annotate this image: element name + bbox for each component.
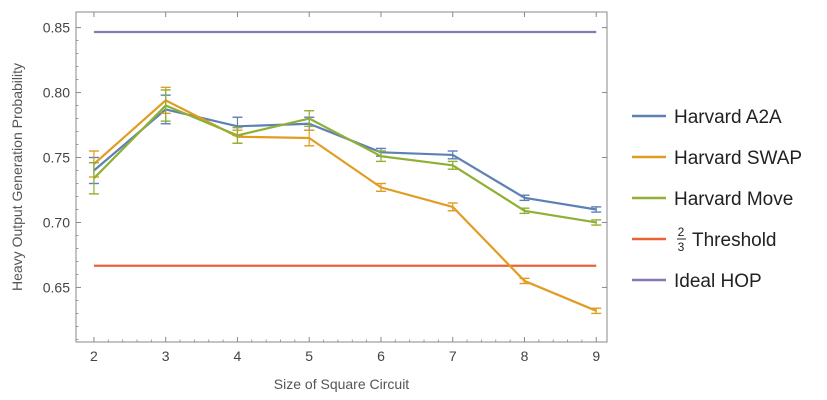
y-tick-label: 0.65 <box>43 279 70 295</box>
reference-lines <box>93 30 597 267</box>
error-bar <box>304 129 315 147</box>
legend-label: Harvard SWAP <box>674 148 802 169</box>
error-bar <box>375 150 386 163</box>
series-2 <box>88 89 602 226</box>
legend-item-4: Ideal HOP <box>632 271 762 292</box>
y-tick-label: 0.70 <box>43 214 70 230</box>
legend-label: Harvard A2A <box>674 107 782 128</box>
error-bar <box>519 194 530 202</box>
error-bar <box>447 150 458 160</box>
error-bar <box>447 160 458 170</box>
plot-border <box>75 11 608 343</box>
legend-label: Threshold <box>692 230 777 251</box>
series-line-1 <box>93 99 597 312</box>
error-bar <box>591 206 602 213</box>
legend-item-0: Harvard A2A <box>632 107 782 128</box>
series-line-2 <box>93 104 597 224</box>
error-bar <box>447 202 458 212</box>
error-bar <box>591 307 602 315</box>
y-tick-label: 0.80 <box>43 85 70 101</box>
x-tick-label: 2 <box>90 348 98 364</box>
legend: Harvard A2A Harvard SWAP Harvard Move 23 Thr… <box>632 107 802 292</box>
x-tick-label: 8 <box>521 348 529 364</box>
plot-frame <box>75 11 608 343</box>
x-tick-label: 4 <box>234 348 242 364</box>
x-tick-label: 5 <box>305 348 313 364</box>
y-tick-label: 0.75 <box>43 150 70 166</box>
legend-fraction-denominator: 3 <box>678 240 685 254</box>
legend-fraction-numerator: 2 <box>678 225 685 239</box>
error-bar <box>591 219 602 226</box>
y-axis-label: Heavy Output Generation Probability <box>9 63 25 291</box>
x-tick-label: 9 <box>592 348 600 364</box>
data-series <box>88 86 602 315</box>
legend-label: Ideal HOP <box>674 271 762 292</box>
x-tick-label: 3 <box>162 348 170 364</box>
series-line-0 <box>93 108 597 211</box>
x-tick-label: 7 <box>449 348 457 364</box>
error-bar <box>232 126 243 144</box>
legend-label: Harvard Move <box>674 189 793 210</box>
legend-item-3: 23 Threshold <box>632 225 777 254</box>
error-bar <box>375 182 386 192</box>
x-axis-label: Size of Square Circuit <box>274 376 410 392</box>
legend-item-1: Harvard SWAP <box>632 148 802 169</box>
error-bar <box>519 207 530 215</box>
error-bar <box>304 110 315 128</box>
legend-item-2: Harvard Move <box>632 189 793 210</box>
error-bar <box>88 162 99 195</box>
axis-ticks: 2 3 4 5 6 7 8 9 0.65 0.70 0.75 0.80 0.85 <box>43 12 607 364</box>
y-tick-label: 0.85 <box>43 20 70 36</box>
x-tick-label: 6 <box>377 348 385 364</box>
error-bar <box>160 89 171 122</box>
error-bar <box>519 277 530 285</box>
